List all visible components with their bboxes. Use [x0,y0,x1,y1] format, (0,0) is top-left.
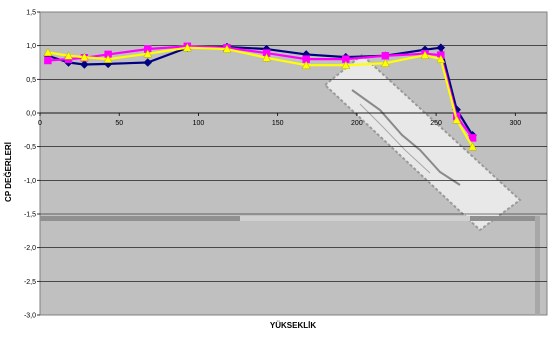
x-tick-label: 150 [272,120,284,127]
triangle-marker [341,60,351,69]
y-axis-ticks: 1,5 1,0 0,5 0,0 -0,5 -1,0 -1,5 -2,0 -2,5 -3,0 [24,10,40,320]
triangle-marker [262,53,271,62]
triangle-marker [103,54,113,63]
triangle-marker [222,44,232,53]
x-tick-label: 50 [115,120,123,127]
x-tick-label: 300 [509,120,521,127]
triangle-marker [43,47,53,57]
triangle-marker [301,60,311,69]
square-marker [468,134,477,142]
triangle-marker [452,115,462,124]
y-tick-label: -1,5 [24,212,36,219]
triangle-marker [79,52,89,61]
series-layer [43,42,477,151]
x-tick-label: 0 [38,120,42,127]
y-tick-label: -2,0 [24,245,36,252]
y-tick-label: 1,5 [26,10,36,17]
x-tick-label: 100 [193,120,205,127]
series-3 [43,43,477,151]
overlay-baseline [40,216,540,315]
diamond-marker [143,58,153,67]
x-axis-label: YÜKSEKLİK [270,321,316,330]
y-tick-label: -0,5 [24,144,36,151]
x-tick-label: 250 [430,120,442,127]
x-axis-ticks: 0 50 100 150 200 250 300 [38,112,547,127]
triangle-marker [436,54,446,63]
y-tick-label: -1,0 [24,178,36,185]
triangle-marker [420,50,430,59]
series-1 [43,42,477,140]
y-tick-label: -2,5 [24,279,36,286]
y-tick-label: 0,0 [26,111,36,118]
square-marker [381,52,390,60]
y-axis-label: CP DEĞERLERİ [4,142,13,202]
x-tick-label: 200 [351,120,363,127]
diamond-marker [80,60,89,69]
square-marker [44,56,52,65]
triangle-marker [143,49,153,58]
triangle-marker [380,58,390,67]
triangle-marker [182,43,192,52]
y-tick-label: -3,0 [24,313,36,320]
y-tick-label: 1,0 [26,43,36,50]
y-tick-label: 0,5 [26,77,36,84]
triangle-marker [64,51,73,60]
triangle-marker [468,142,477,151]
